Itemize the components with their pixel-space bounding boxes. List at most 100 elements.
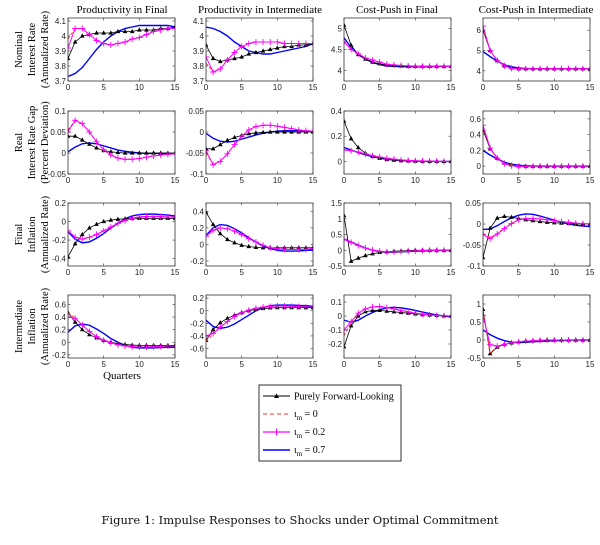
column-title: Cost-Push in Final — [356, 4, 438, 16]
data-point-triangle — [137, 27, 142, 32]
data-point-triangle — [377, 307, 382, 312]
data-point-triangle — [587, 221, 590, 226]
data-point-plus — [369, 303, 376, 310]
y-tick-label: 0.2 — [193, 294, 205, 303]
y-tick-label: 0 — [338, 157, 343, 166]
row-label: Interest Rate Gap — [27, 106, 38, 179]
data-point-triangle — [348, 136, 354, 141]
series-line-forward-looking — [206, 307, 313, 341]
x-tick-label: 0 — [481, 176, 486, 185]
data-point-plus — [122, 343, 129, 350]
data-point-triangle — [101, 218, 106, 224]
data-point-plus — [355, 310, 362, 317]
series-group — [483, 213, 590, 260]
data-point-triangle — [206, 42, 209, 47]
data-point-plus — [295, 126, 302, 133]
series-group — [68, 213, 175, 259]
series-group — [483, 23, 590, 72]
row-label: Intermediate — [14, 300, 25, 353]
data-point-triangle — [108, 30, 114, 35]
legend-label: ιm = 0.2 — [294, 427, 325, 440]
x-tick-label: 0 — [342, 176, 347, 185]
data-point-plus — [217, 158, 224, 165]
plot-area — [483, 111, 590, 174]
data-point-triangle — [217, 142, 223, 147]
data-point-plus — [529, 65, 536, 72]
x-tick-label: 10 — [550, 360, 559, 369]
y-tick-label: 0 — [62, 149, 67, 158]
y-tick-label: 0.05 — [50, 128, 66, 137]
data-point-triangle — [260, 129, 266, 135]
data-point-triangle — [122, 28, 128, 34]
data-point-plus — [114, 155, 121, 162]
data-point-plus — [245, 126, 252, 133]
data-point-plus — [129, 215, 136, 222]
data-point-triangle — [129, 28, 135, 34]
data-point-plus — [281, 303, 288, 310]
data-point-plus — [398, 62, 405, 69]
data-point-triangle — [448, 158, 451, 163]
data-point-plus — [558, 163, 565, 170]
data-point-plus — [260, 122, 267, 129]
data-point-plus — [288, 246, 295, 253]
data-point-triangle — [483, 255, 486, 260]
y-tick-label: 0 — [62, 218, 67, 227]
row-label: (Annualized Rate) — [40, 287, 51, 365]
data-point-triangle — [344, 213, 347, 218]
x-tick-label: 0 — [342, 83, 347, 92]
data-point-plus — [487, 235, 494, 242]
data-point-plus — [369, 152, 376, 159]
series-line-forward-looking — [483, 216, 590, 258]
data-point-triangle — [587, 337, 590, 342]
x-tick-label: 15 — [447, 360, 456, 369]
x-tick-label: 5 — [377, 360, 382, 369]
x-tick-label: 15 — [171, 83, 180, 92]
data-point-plus — [494, 155, 501, 162]
data-point-plus — [579, 220, 586, 227]
data-point-plus — [551, 337, 558, 343]
plot-area — [206, 18, 313, 81]
x-tick-label: 0 — [481, 268, 486, 277]
panel-r2-c2: 0 5 10 15-0.500.511.5 — [328, 199, 456, 277]
data-point-triangle — [79, 33, 85, 38]
plot-area — [68, 203, 175, 266]
data-point-triangle — [94, 221, 99, 226]
data-point-triangle — [253, 49, 259, 55]
data-point-plus — [288, 303, 295, 310]
series-line-iota-0-2 — [206, 305, 313, 337]
data-point-triangle — [151, 150, 156, 155]
data-point-plus — [405, 248, 412, 255]
x-tick-label: 15 — [309, 360, 318, 369]
data-point-plus — [494, 57, 501, 64]
data-point-plus — [483, 23, 486, 30]
data-point-plus — [107, 152, 114, 159]
y-tick-label: 0.4 — [55, 313, 67, 322]
data-point-plus — [369, 57, 376, 63]
data-point-plus — [376, 59, 383, 66]
data-point-triangle — [87, 141, 92, 146]
data-point-plus — [501, 160, 508, 167]
data-point-plus — [281, 124, 288, 131]
y-tick-label: -0.05 — [48, 170, 67, 179]
y-tick-label: 4.1 — [55, 17, 67, 26]
y-tick-label: -0.2 — [190, 319, 204, 328]
data-point-plus — [433, 63, 440, 70]
data-point-plus — [302, 246, 309, 253]
x-tick-label: 10 — [550, 176, 559, 185]
legend-label: Purely Forward-Looking — [294, 392, 394, 403]
data-point-plus — [107, 42, 114, 48]
series-line-forward-looking — [68, 217, 175, 257]
y-tick-label: 3.7 — [55, 77, 67, 86]
column-title: Productivity in Final — [76, 4, 167, 16]
series-group — [344, 22, 451, 70]
data-point-plus — [537, 163, 544, 170]
data-point-plus — [238, 231, 245, 238]
y-tick-label: 0.2 — [193, 224, 205, 233]
data-point-triangle — [210, 221, 216, 227]
data-point-triangle — [246, 131, 252, 136]
x-tick-label: 0 — [204, 360, 209, 369]
y-tick-label: 0 — [200, 307, 205, 316]
y-tick-label: 3.8 — [193, 62, 205, 71]
y-tick-label: 4 — [62, 32, 67, 41]
y-tick-label: 0.2 — [470, 146, 482, 155]
